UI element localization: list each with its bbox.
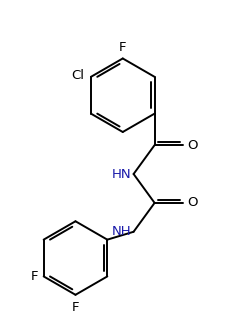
Text: F: F [31, 270, 38, 283]
Text: Cl: Cl [72, 69, 85, 82]
Text: NH: NH [112, 225, 131, 238]
Text: O: O [187, 197, 198, 209]
Text: F: F [119, 41, 126, 54]
Text: F: F [72, 301, 79, 314]
Text: O: O [187, 139, 198, 152]
Text: HN: HN [112, 167, 131, 181]
